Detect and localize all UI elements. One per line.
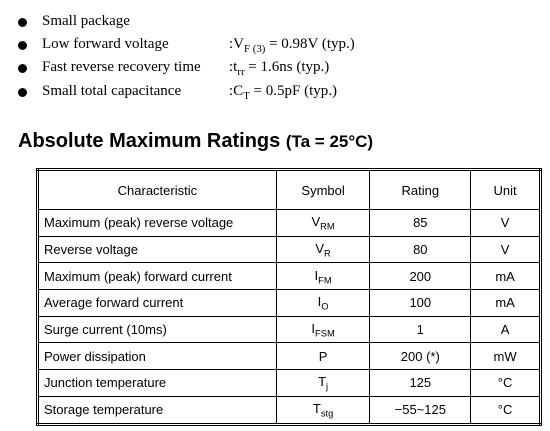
unit-cell: °C [470, 395, 541, 425]
title-text: Absolute Maximum Ratings [18, 130, 281, 152]
table-body: Maximum (peak) reverse voltage VRM 85 V Reve… [37, 209, 541, 425]
feature-item: Fast reverse recovery time:trr = 1.6ns (… [0, 58, 550, 80]
value-text: = 1.6ns (typ.) [244, 59, 330, 75]
table-row: Maximum (peak) forward current IFM 200 mA [37, 262, 541, 291]
symbol-cell: P [275, 342, 371, 371]
rating-cell: 80 [369, 235, 472, 264]
section-title: Absolute Maximum Ratings (Ta = 25°C) [18, 130, 373, 153]
symbol-main: V [315, 240, 325, 256]
symbol-main: t [233, 59, 238, 75]
characteristic-cell: Average forward current [37, 289, 277, 317]
value-text: = 0.5pF (typ.) [249, 83, 338, 99]
unit-cell: °C [470, 369, 541, 397]
ratings-table: Characteristic Symbol Rating Unit Maximum (p… [36, 168, 542, 426]
bullet [18, 41, 27, 50]
table-row: Reverse voltage VR 80 V [37, 235, 541, 264]
symbol-main: T [312, 401, 321, 417]
unit-cell: mW [470, 342, 541, 371]
table-row: Surge current (10ms) IFSM 1 A [37, 315, 541, 344]
feature-item: Low forward voltage:VF (3) = 0.98V (typ.… [0, 35, 550, 57]
header-cell: Characteristic [37, 169, 277, 210]
unit-cell: V [470, 209, 541, 237]
symbol-sub: R [324, 248, 331, 259]
rating-cell: 1 [369, 315, 472, 344]
symbol-sub: RM [320, 221, 335, 232]
symbol-sub: FM [318, 274, 332, 285]
symbol-cell: IFSM [275, 315, 371, 344]
feature-item: Small package [0, 12, 550, 34]
feature-value: :VF (3) = 0.98V (typ.) [229, 36, 355, 55]
value-text: = 0.98V (typ.) [265, 36, 355, 52]
feature-label: Small package [42, 13, 130, 29]
feature-value: :CT = 0.5pF (typ.) [229, 83, 337, 102]
symbol-cell: IO [275, 289, 371, 317]
symbol-sub: rr [237, 65, 245, 78]
characteristic-cell: Power dissipation [37, 342, 277, 371]
bullet [18, 18, 27, 27]
rating-cell: 200 [369, 262, 472, 291]
separator: : [229, 83, 234, 99]
symbol-main: P [318, 348, 328, 364]
feature-value: :trr = 1.6ns (typ.) [229, 59, 329, 78]
symbol-main: I [314, 267, 319, 283]
rating-cell: 100 [369, 289, 472, 317]
feature-label: Low forward voltage [42, 36, 169, 52]
feature-item: Small total capacitance:CT = 0.5pF (typ.… [0, 82, 550, 104]
unit-cell: mA [470, 289, 541, 317]
header-cell: Symbol [275, 169, 371, 210]
symbol-cell: VR [275, 235, 371, 264]
symbol-cell: Tstg [275, 395, 371, 425]
symbol-main: V [233, 36, 245, 52]
symbol-cell: IFM [275, 262, 371, 291]
symbol-sub: T [243, 89, 250, 102]
symbol-sub: O [321, 301, 329, 312]
rating-cell: 125 [369, 369, 472, 397]
title-condition: (Ta = 25°C) [285, 132, 374, 151]
symbol-sub: FSM [315, 328, 335, 339]
symbol-main: C [233, 83, 244, 99]
characteristic-cell: Junction temperature [37, 369, 277, 397]
header-row: Characteristic Symbol Rating Unit [37, 169, 541, 210]
characteristic-cell: Storage temperature [37, 395, 277, 425]
header-cell: Rating [369, 169, 472, 210]
rating-cell: 200 (*) [369, 342, 472, 371]
rating-cell: −55~125 [369, 395, 472, 425]
table-row: Storage temperature Tstg −55~125 °C [37, 395, 541, 425]
table-row: Power dissipation P 200 (*) mW [37, 342, 541, 371]
characteristic-cell: Reverse voltage [37, 235, 277, 264]
characteristic-cell: Maximum (peak) forward current [37, 262, 277, 291]
separator: : [229, 59, 234, 75]
rating-cell: 85 [369, 209, 472, 237]
bullet [18, 88, 27, 97]
unit-cell: V [470, 235, 541, 264]
symbol-cell: Tj [275, 369, 371, 397]
symbol-sub: F (3) [244, 42, 266, 55]
symbol-main: I [311, 320, 316, 336]
symbol-cell: VRM [275, 209, 371, 237]
table-row: Junction temperature Tj 125 °C [37, 369, 541, 397]
characteristic-cell: Surge current (10ms) [37, 315, 277, 344]
feature-label: Small total capacitance [42, 83, 182, 99]
symbol-main: I [317, 294, 322, 310]
unit-cell: mA [470, 262, 541, 291]
characteristic-cell: Maximum (peak) reverse voltage [37, 209, 277, 237]
separator: : [229, 36, 234, 52]
symbol-sub: stg [320, 408, 334, 419]
header-cell: Unit [470, 169, 541, 210]
bullet [18, 64, 27, 73]
unit-cell: A [470, 315, 541, 344]
symbol-main: V [311, 214, 321, 230]
table-row: Average forward current IO 100 mA [37, 289, 541, 317]
feature-label: Fast reverse recovery time [42, 59, 201, 75]
table-row: Maximum (peak) reverse voltage VRM 85 V [37, 209, 541, 237]
symbol-sub: j [326, 381, 329, 392]
symbol-main: T [318, 374, 327, 390]
